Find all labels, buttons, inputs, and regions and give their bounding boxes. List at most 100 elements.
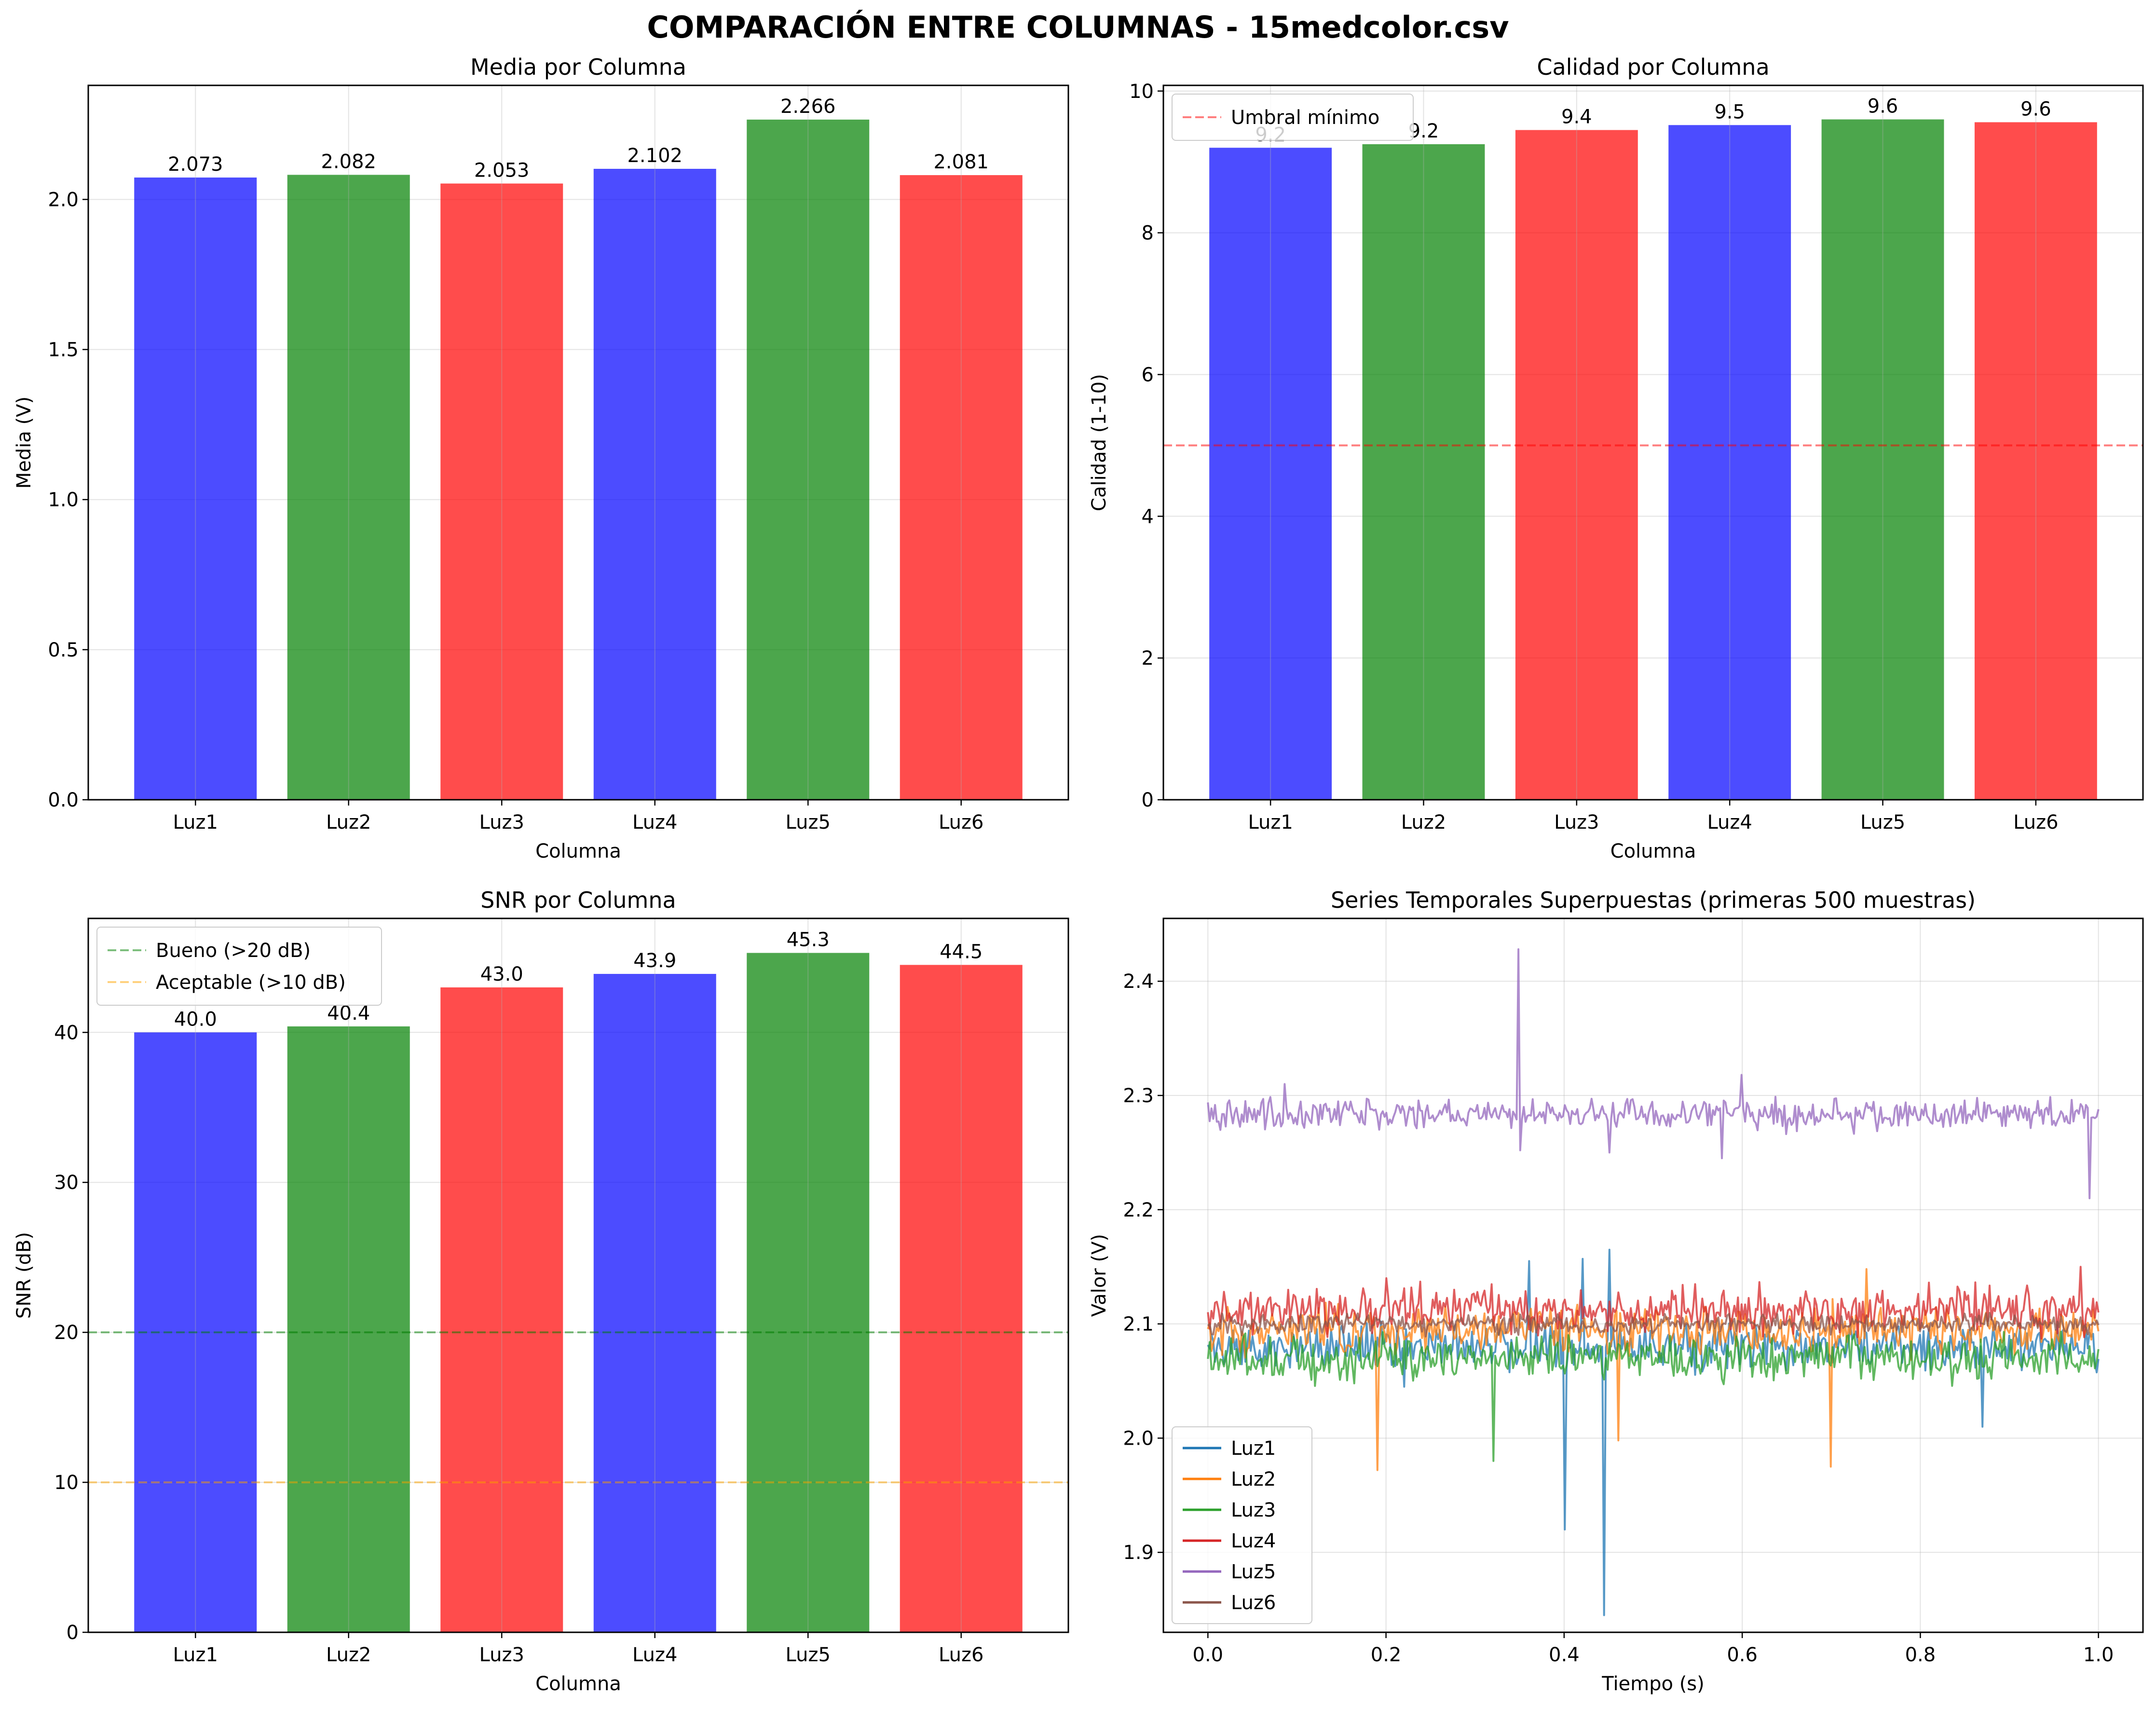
legend-label: Aceptable (>10 dB): [156, 971, 346, 994]
legend-box: [1172, 1426, 1312, 1624]
x-tick-label: Luz3: [1554, 811, 1599, 834]
y-tick-label: 2.1: [1123, 1313, 1154, 1336]
y-tick-label: 2.2: [1123, 1199, 1154, 1221]
bar-value-label: 9.4: [1561, 106, 1592, 128]
bar-value-label: 2.073: [168, 153, 223, 176]
plot-title: Series Temporales Superpuestas (primeras…: [1331, 887, 1976, 913]
y-tick-label: 10: [1129, 81, 1154, 103]
y-axis-label: Calidad (1-10): [1088, 374, 1110, 511]
x-axis-label: Columna: [535, 1673, 621, 1695]
y-tick-label: 2.0: [48, 189, 79, 211]
bar-luz1: [1209, 148, 1332, 800]
x-tick-label: Luz6: [939, 811, 983, 834]
y-tick-label: 0.0: [48, 789, 79, 811]
bar-value-label: 40.0: [174, 1008, 217, 1030]
x-tick-label: Luz1: [173, 1644, 218, 1666]
y-tick-label: 0: [1142, 789, 1154, 811]
bar-value-label: 9.6: [1868, 96, 1898, 118]
bar-value-label: 43.9: [633, 950, 676, 972]
y-axis-label: SNR (dB): [13, 1232, 35, 1319]
bar-luz3: [440, 987, 563, 1632]
y-tick-label: 1.0: [48, 489, 79, 511]
bar-value-label: 2.082: [321, 150, 376, 173]
legend-label: Bueno (>20 dB): [156, 940, 311, 962]
y-tick-label: 1.9: [1123, 1542, 1154, 1564]
x-tick-label: 0.0: [1193, 1644, 1224, 1666]
x-tick-label: Luz6: [2013, 811, 2058, 834]
bar-value-label: 2.081: [933, 151, 989, 173]
y-tick-label: 1.5: [48, 339, 79, 361]
x-tick-label: 0.8: [1905, 1644, 1936, 1666]
x-tick-label: Luz5: [786, 1644, 831, 1666]
x-tick-label: Luz1: [1248, 811, 1293, 834]
legend: Bueno (>20 dB) Aceptable (>10 dB): [96, 927, 382, 1006]
y-tick-label: 8: [1142, 222, 1154, 245]
legend: Umbral mínimo: [1172, 94, 1414, 141]
series-line-luz6: [1207, 1312, 2100, 1338]
subplot-1: 0.0 0.5 1.0 1.5 2.0 2.073 Luz1 2.082 Luz2 2.053 Lu…: [13, 54, 1069, 862]
bar-luz6: [1974, 122, 2097, 800]
plot-title: Media por Columna: [470, 54, 686, 80]
y-tick-label: 20: [54, 1322, 79, 1344]
x-tick-label: 1.0: [2083, 1644, 2114, 1666]
bar-luz5: [747, 119, 870, 800]
x-tick-label: 0.4: [1549, 1644, 1580, 1666]
bar-luz5: [747, 953, 870, 1632]
legend-label: Umbral mínimo: [1231, 107, 1379, 129]
plot-frame: [1162, 917, 2144, 1633]
legend-label: Luz4: [1231, 1530, 1276, 1552]
subplot-4: 1.9 2.0 2.1 2.2 2.3 2.4 0.0 0.2 0.4 0.6 0.8 1.0 Luz1…: [1088, 887, 2144, 1695]
x-tick-label: 0.6: [1727, 1644, 1758, 1666]
y-axis-label: Valor (V): [1088, 1234, 1110, 1317]
bar-luz2: [287, 175, 410, 800]
y-tick-label: 0.5: [48, 639, 79, 661]
legend-box: [1172, 94, 1414, 141]
figure-suptitle: COMPARACIÓN ENTRE COLUMNAS - 15medcolor.…: [647, 10, 1509, 45]
x-axis-label: Columna: [1610, 840, 1696, 862]
legend-label: Luz2: [1231, 1468, 1276, 1490]
x-tick-label: Luz1: [173, 811, 218, 834]
bar-luz5: [1821, 119, 1944, 800]
bar-luz6: [900, 965, 1023, 1632]
plot-frame: [87, 917, 1069, 1633]
x-tick-label: Luz6: [939, 1644, 983, 1666]
subplot-2: 02468109.2Luz19.2Luz29.4Luz39.5Luz49.6Lu…: [1088, 54, 2144, 862]
legend: Luz1 Luz2 Luz3 Luz4 Luz5 Luz6: [1172, 1426, 1312, 1624]
x-tick-label: Luz5: [1860, 811, 1905, 834]
bar-value-label: 45.3: [787, 929, 830, 951]
bar-luz2: [287, 1026, 410, 1632]
y-axis-label: Media (V): [13, 396, 35, 489]
bar-value-label: 9.5: [1714, 101, 1745, 123]
plot-frame: [1162, 84, 2144, 801]
bar-luz4: [593, 168, 716, 800]
legend-label: Luz1: [1231, 1437, 1276, 1460]
y-tick-label: 2.3: [1123, 1085, 1154, 1107]
x-tick-label: Luz3: [479, 1644, 524, 1666]
x-tick-label: Luz4: [1707, 811, 1752, 834]
plot-title: SNR por Columna: [480, 887, 676, 913]
bar-value-label: 2.053: [474, 159, 530, 181]
x-tick-label: Luz4: [632, 811, 677, 834]
legend-label: Luz3: [1231, 1499, 1276, 1521]
y-tick-label: 0: [67, 1622, 79, 1644]
x-tick-label: Luz2: [326, 811, 371, 834]
bar-luz3: [440, 183, 563, 800]
x-tick-label: Luz5: [786, 811, 831, 834]
bar-luz4: [593, 974, 716, 1632]
plot-frame: [87, 84, 1069, 801]
y-tick-label: 4: [1142, 506, 1154, 528]
subplot-3: 0 10 20 30 40 40.0 Luz1 40.4 Luz2 43.0 Luz3 43.9 Luz…: [13, 887, 1069, 1695]
y-tick-label: 2.0: [1123, 1427, 1154, 1449]
series-line-luz1: [1207, 1248, 2100, 1616]
x-tick-label: Luz3: [479, 811, 524, 834]
legend-box: [96, 927, 382, 1006]
plot-title: Calidad por Columna: [1537, 54, 1769, 80]
x-tick-label: Luz4: [632, 1644, 677, 1666]
bar-luz3: [1515, 130, 1638, 800]
bar-value-label: 2.266: [780, 96, 836, 118]
bar-value-label: 40.4: [327, 1002, 370, 1025]
bar-luz2: [1362, 144, 1485, 800]
legend-label: Luz5: [1231, 1561, 1276, 1583]
y-tick-label: 40: [54, 1022, 79, 1044]
